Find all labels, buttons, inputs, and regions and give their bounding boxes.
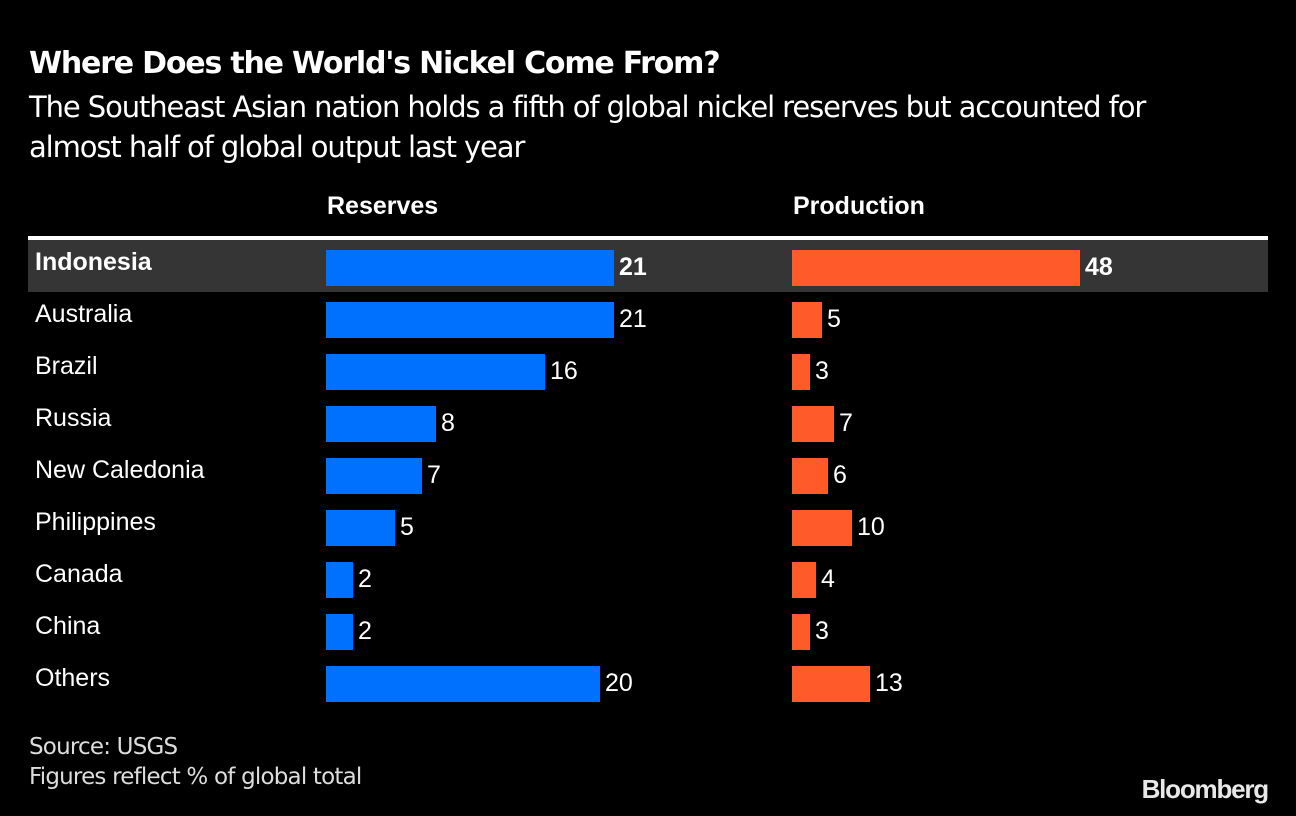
category-label: Others [35,664,111,692]
reserves-value-label: 2 [358,565,372,593]
chart-row: Brazil 16 3 [28,344,1268,396]
category-label: China [35,612,101,640]
reserves-bar [326,458,422,494]
production-bar [792,666,870,702]
reserves-bar [326,250,614,286]
reserves-value-label: 21 [619,253,647,281]
chart-row: Russia 8 7 [28,396,1268,448]
chart-row: China 2 3 [28,604,1268,656]
reserves-bar [326,562,353,598]
category-label: Brazil [35,352,98,380]
production-value-label: 7 [839,409,853,437]
reserves-bar [326,406,436,442]
chart-title: Where Does the World's Nickel Come From? [29,46,721,81]
reserves-bar [326,614,353,650]
reserves-bar [326,510,395,546]
production-value-label: 13 [875,669,903,697]
reserves-value-label: 20 [605,669,633,697]
production-bar [792,406,834,442]
reserves-value-label: 21 [619,305,647,333]
reserves-bar [326,302,614,338]
bloomberg-logo: Bloomberg [1141,774,1270,804]
chart-subtitle: The Southeast Asian nation holds a fifth… [29,90,1146,164]
reserves-value-label: 7 [427,461,441,489]
chart-row: Others 20 13 [28,656,1268,708]
production-value-label: 4 [821,565,835,593]
column-header-reserves: Reserves [327,192,439,220]
header-rule [28,236,1268,240]
reserves-value-label: 5 [400,513,414,541]
reserves-value-label: 16 [550,357,578,385]
figures-note: Figures reflect % of global total [29,764,362,790]
production-value-label: 6 [833,461,847,489]
production-value-label: 3 [815,617,829,645]
reserves-bar [326,666,600,702]
production-bar [792,562,816,598]
category-label: Philippines [35,508,156,536]
chart-row: Indonesia 21 48 [28,240,1268,292]
production-bar [792,354,810,390]
production-value-label: 10 [857,513,885,541]
production-value-label: 5 [827,305,841,333]
chart-row: New Caledonia 7 6 [28,448,1268,500]
category-label: Canada [35,560,123,588]
chart-row: Canada 2 4 [28,552,1268,604]
chart-row: Australia 21 5 [28,292,1268,344]
source-note: Source: USGS [29,734,178,760]
production-bar [792,302,822,338]
production-value-label: 48 [1085,253,1113,281]
production-bar [792,510,852,546]
reserves-bar [326,354,545,390]
reserves-value-label: 8 [441,409,455,437]
production-bar [792,250,1080,286]
column-header-production: Production [793,192,925,220]
production-bar [792,614,810,650]
category-label: Indonesia [35,248,152,276]
production-bar [792,458,828,494]
production-value-label: 3 [815,357,829,385]
category-label: Australia [35,300,133,328]
category-label: Russia [35,404,112,432]
chart-row: Philippines 5 10 [28,500,1268,552]
reserves-value-label: 2 [358,617,372,645]
footer-notes: Source: USGS Figures reflect % of global… [29,732,362,792]
category-label: New Caledonia [35,456,205,484]
